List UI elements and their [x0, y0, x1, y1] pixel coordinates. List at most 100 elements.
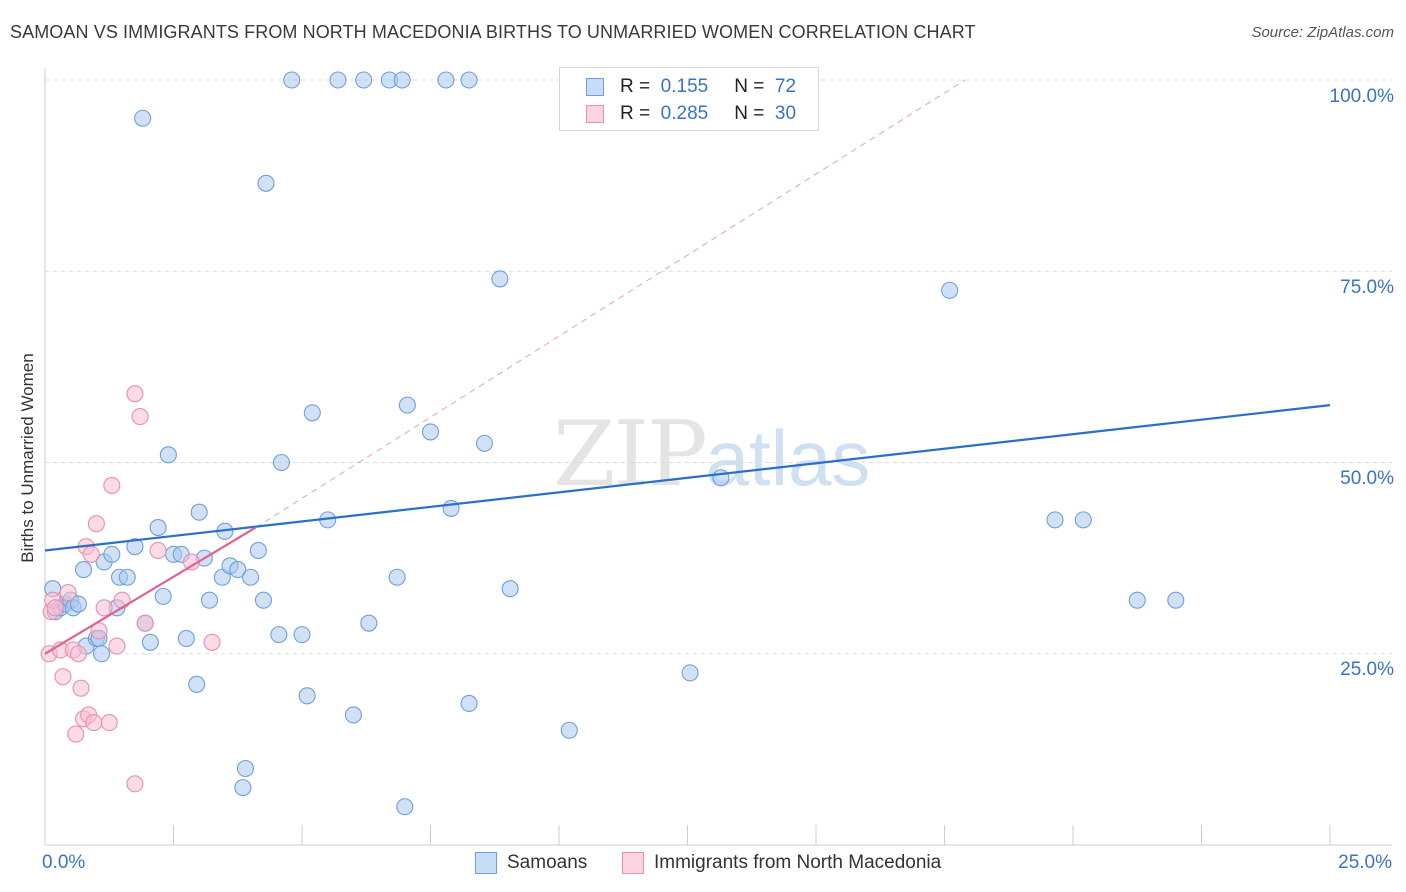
legend-row-samoans: R = 0.155 N = 72 — [586, 75, 796, 99]
macedonia-point — [59, 583, 77, 602]
samoans-point — [388, 568, 406, 586]
samoans-point — [360, 614, 378, 632]
samoans-point — [257, 174, 275, 192]
y-tick-label-50: 50.0% — [1340, 468, 1394, 489]
macedonia-point — [149, 541, 167, 560]
macedonia-point — [108, 637, 126, 655]
samoans-point — [177, 629, 195, 648]
legend-n-value-samoans: 72 — [774, 76, 797, 97]
samoans-point — [134, 109, 152, 127]
legend-series: Samoans Immigrants from North Macedonia — [0, 850, 1406, 878]
chart-title: SAMOAN VS IMMIGRANTS FROM NORTH MACEDONI… — [10, 22, 976, 42]
macedonia-point — [126, 775, 144, 793]
samoans-point — [190, 503, 208, 521]
macedonia-point — [113, 591, 131, 609]
samoans-point — [355, 71, 373, 89]
samoans-point — [92, 645, 111, 663]
samoans-point — [681, 664, 699, 682]
legend-item-macedonia[interactable]: Immigrants from North Macedonia — [622, 852, 941, 874]
legend-r-value-macedonia: 0.285 — [660, 103, 709, 124]
macedonia-point — [85, 714, 103, 732]
macedonia-point — [67, 725, 85, 743]
samoans-point — [442, 499, 460, 517]
samoans-point — [398, 396, 416, 414]
samoans-point — [236, 759, 255, 778]
samoans-point — [200, 591, 219, 609]
macedonia-point — [95, 599, 113, 617]
samoans-point — [491, 270, 509, 288]
legend-r-value-samoans: 0.155 — [660, 76, 709, 97]
samoans-point — [298, 687, 316, 705]
macedonia-point — [131, 408, 149, 426]
samoans-point — [270, 626, 288, 644]
samoans-point — [141, 633, 159, 651]
y-tick-label-100: 100.0% — [1329, 86, 1394, 107]
legend-label-macedonia: Immigrants from North Macedonia — [654, 852, 942, 873]
samoans-point — [941, 281, 959, 299]
macedonia-trend-extension — [255, 79, 966, 528]
samoans-point — [1046, 511, 1064, 529]
samoans-point — [154, 587, 172, 605]
macedonia-point — [126, 385, 144, 403]
samoans-point — [242, 568, 260, 586]
samoans-point — [188, 675, 206, 693]
samoans-point — [272, 453, 290, 472]
legend-swatch-samoans — [586, 78, 604, 96]
macedonia-point — [46, 599, 64, 617]
samoans-point — [712, 469, 730, 487]
legend-stats: R = 0.155 N = 72 R = 0.285 N = 30 — [559, 67, 819, 131]
samoans-point — [1167, 591, 1185, 609]
samoans-point — [118, 568, 136, 586]
macedonia-point — [103, 476, 121, 495]
samoans-point — [249, 541, 267, 560]
samoans-point — [1074, 511, 1092, 529]
macedonia-point — [69, 645, 87, 663]
chart-source: Source: ZipAtlas.com — [1251, 24, 1394, 41]
macedonia-point — [90, 622, 108, 640]
legend-n-label: N = — [734, 103, 765, 124]
macedonia-point — [87, 515, 105, 533]
legend-row-macedonia: R = 0.285 N = 30 — [586, 102, 796, 126]
macedonia-trend-line — [44, 526, 257, 655]
samoans-point — [75, 561, 93, 579]
samoans-point — [303, 404, 321, 422]
macedonia-point — [100, 714, 118, 732]
legend-n-label: N = — [734, 76, 765, 97]
samoans-point — [149, 518, 167, 537]
macedonia-point — [203, 633, 221, 651]
legend-r-label: R = — [620, 103, 651, 124]
samoans-point — [560, 721, 578, 739]
samoans-point — [421, 423, 440, 441]
y-tick-label-25: 25.0% — [1340, 659, 1394, 680]
samoans-point — [475, 434, 494, 452]
samoans-trend-line — [44, 404, 1331, 552]
samoans-point — [234, 779, 252, 797]
legend-n-value-macedonia: 30 — [774, 103, 797, 124]
samoans-point — [293, 626, 311, 644]
samoans-point — [460, 694, 478, 713]
samoans-point — [437, 71, 455, 89]
samoans-point — [159, 446, 177, 464]
samoans-point — [396, 798, 414, 816]
macedonia-point — [54, 668, 72, 686]
legend-item-samoans[interactable]: Samoans — [475, 852, 587, 874]
legend-label-samoans: Samoans — [507, 852, 588, 873]
samoans-point — [460, 71, 478, 89]
samoans-point — [344, 706, 362, 724]
samoans-point — [283, 71, 301, 89]
samoans-point — [229, 561, 247, 579]
samoans-point — [329, 71, 347, 89]
watermark-atlas: atlas — [705, 414, 871, 502]
legend-swatch-samoans-bottom — [475, 852, 497, 874]
x-tick-label-25: 25.0% — [1338, 852, 1392, 873]
samoans-point — [69, 595, 87, 613]
macedonia-point — [136, 614, 154, 632]
samoans-point — [501, 580, 519, 598]
samoans-point — [103, 545, 121, 563]
legend-r-label: R = — [620, 76, 651, 97]
samoans-point — [393, 71, 411, 89]
samoans-point — [1128, 591, 1146, 609]
macedonia-point — [82, 545, 100, 563]
samoans-point — [126, 538, 144, 556]
